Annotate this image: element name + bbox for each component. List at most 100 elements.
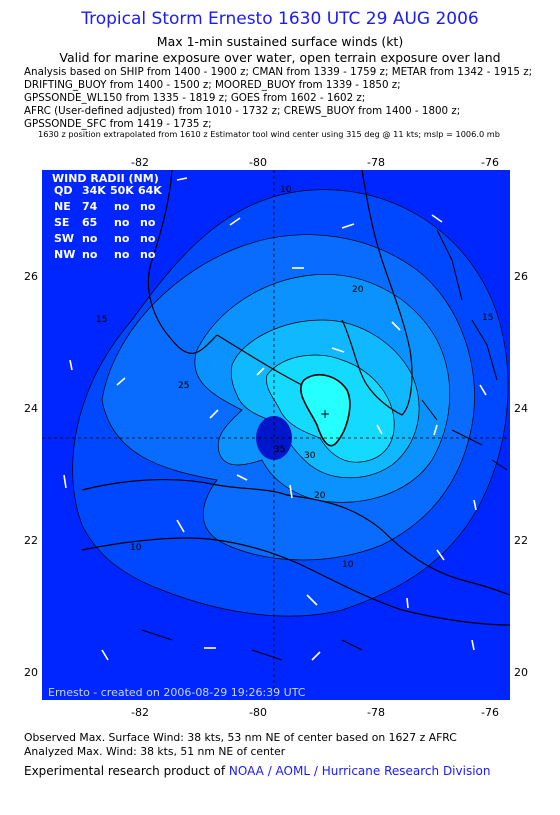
lat-tick-label-right: 20 [514, 666, 528, 679]
analysis-sources: Analysis based on SHIP from 1400 - 1900 … [24, 66, 532, 131]
wind-radii-header: QD [54, 184, 73, 197]
wind-radii-cell: SW [54, 232, 75, 245]
contour-line-10kt [72, 189, 509, 617]
wind-barb [101, 649, 109, 661]
contour-line-35kt [300, 374, 351, 447]
contour-label: 15 [96, 315, 107, 325]
wind-barb [376, 424, 383, 435]
analyzed-max-wind: Analyzed Max. Wind: 38 kts, 51 nm NE of … [24, 745, 286, 758]
analysis-line: DRIFTING_BUOY from 1400 - 1500 z; MOORED… [24, 79, 401, 91]
contour-line-25kt [230, 319, 420, 479]
lat-tick-label-right: 24 [514, 402, 528, 415]
florida-coastline [147, 170, 413, 416]
cuba-coastline [81, 478, 510, 626]
chart-title: Tropical Storm Ernesto 1630 UTC 29 AUG 2… [81, 9, 479, 29]
wind-barb [63, 474, 67, 489]
wind-barb [431, 214, 443, 223]
wind-barb [116, 377, 126, 386]
research-attribution: Experimental research product of NOAA / … [24, 764, 490, 778]
contour-line-20kt [194, 274, 451, 503]
wind-barb [406, 597, 409, 609]
position-note: 1630 z position extrapolated from 1610 z… [38, 129, 500, 139]
wind-barb [229, 217, 241, 226]
contour-label: 20 [352, 285, 364, 295]
bahamas-islands [421, 229, 508, 471]
lon-tick-label-top: -78 [367, 156, 385, 169]
wind-field-svg: + [42, 170, 510, 700]
wind-radii-cell: no [114, 200, 130, 213]
max-wind-marker: + [320, 407, 330, 421]
wind-radii-cell: 65 [82, 216, 98, 229]
lon-tick-label-bottom: -82 [131, 706, 149, 719]
contour-label: 25 [178, 381, 189, 391]
wind-radii-header: 50K [110, 184, 134, 197]
lon-tick-label-top: -82 [131, 156, 149, 169]
lon-tick-label-bottom: -80 [249, 706, 267, 719]
wind-barb [289, 484, 293, 499]
wind-radii-cell: no [140, 200, 156, 213]
contour-label: 15 [482, 313, 493, 323]
wind-radii-cell: 74 [82, 200, 98, 213]
lon-tick-label-bottom: -76 [481, 706, 499, 719]
observed-max-wind: Observed Max. Surface Wind: 38 kts, 53 n… [24, 731, 457, 744]
chart-subtitle: Max 1-min sustained surface winds (kt) [156, 34, 404, 49]
wind-barb [479, 384, 487, 396]
wind-barb [473, 499, 477, 511]
wind-radii-cell: no [140, 216, 156, 229]
wind-barb [436, 549, 445, 561]
hrd-link[interactable]: NOAA / AOML / Hurricane Research Divisio… [228, 764, 491, 778]
lon-tick-label-top: -80 [249, 156, 267, 169]
wind-map: + [42, 170, 510, 700]
wind-barb [311, 651, 321, 661]
wind-radii-cell: NW [54, 248, 76, 261]
contour-line-30kt [266, 354, 395, 463]
analysis-line: AFRC (User-defined adjusted) from 1010 -… [24, 105, 461, 117]
wind-barb [341, 223, 355, 229]
contour-line-15kt [101, 234, 475, 561]
wind-radii-cell: NE [54, 200, 71, 213]
wind-barb [69, 359, 73, 371]
wind-radii-cell: no [82, 248, 98, 261]
analysis-line: GPSSONDE_SFC from 1419 - 1735 z; [24, 118, 212, 130]
wind-barb [176, 177, 188, 181]
wind-radii-cell: no [140, 232, 156, 245]
lat-tick-label-right: 22 [514, 534, 528, 547]
wind-radii-cell: no [114, 232, 130, 245]
attribution-prefix: Experimental research product of [24, 764, 229, 778]
wind-radii-cell: no [114, 248, 130, 261]
wind-radii-title: WIND RADII (NM) [52, 172, 159, 185]
contour-label: 20 [314, 491, 326, 501]
wind-barb [209, 409, 219, 419]
lat-tick-label-right: 26 [514, 270, 528, 283]
contour-label: 10 [130, 543, 142, 553]
analysis-line: GPSSONDE_WL150 from 1335 - 1819 z; GOES … [24, 92, 366, 104]
wind-barb [256, 367, 265, 376]
lat-tick-label-left: 20 [24, 666, 38, 679]
lat-tick-label-left: 26 [24, 270, 38, 283]
contour-label: 10 [280, 185, 292, 195]
lat-tick-label-left: 24 [24, 402, 38, 415]
wind-barb [331, 347, 345, 353]
wind-observations [63, 177, 487, 661]
contour-35kt [300, 374, 350, 446]
low-wind-center [256, 416, 292, 460]
wind-radii-cell: no [140, 248, 156, 261]
lon-tick-label-bottom: -78 [367, 706, 385, 719]
wind-radii-header: 34K [82, 184, 106, 197]
wind-barb [306, 594, 318, 606]
wind-radii-cell: no [114, 216, 130, 229]
small-islands [141, 629, 363, 661]
wind-barb [433, 424, 438, 436]
wind-barb [176, 519, 185, 533]
lat-tick-label-left: 22 [24, 534, 38, 547]
wind-radii-cell: no [82, 232, 98, 245]
contour-label: 35 [274, 445, 285, 455]
wind-radii-header: 64K [138, 184, 162, 197]
exposure-note: Valid for marine exposure over water, op… [59, 50, 501, 65]
wind-radii-cell: SE [54, 216, 70, 229]
lon-tick-label-top: -76 [481, 156, 499, 169]
wind-barb [471, 639, 475, 651]
creation-credit: Ernesto - created on 2006-08-29 19:26:39… [48, 686, 306, 699]
contour-label: 30 [304, 451, 316, 461]
analysis-line: Analysis based on SHIP from 1400 - 1900 … [24, 66, 533, 78]
